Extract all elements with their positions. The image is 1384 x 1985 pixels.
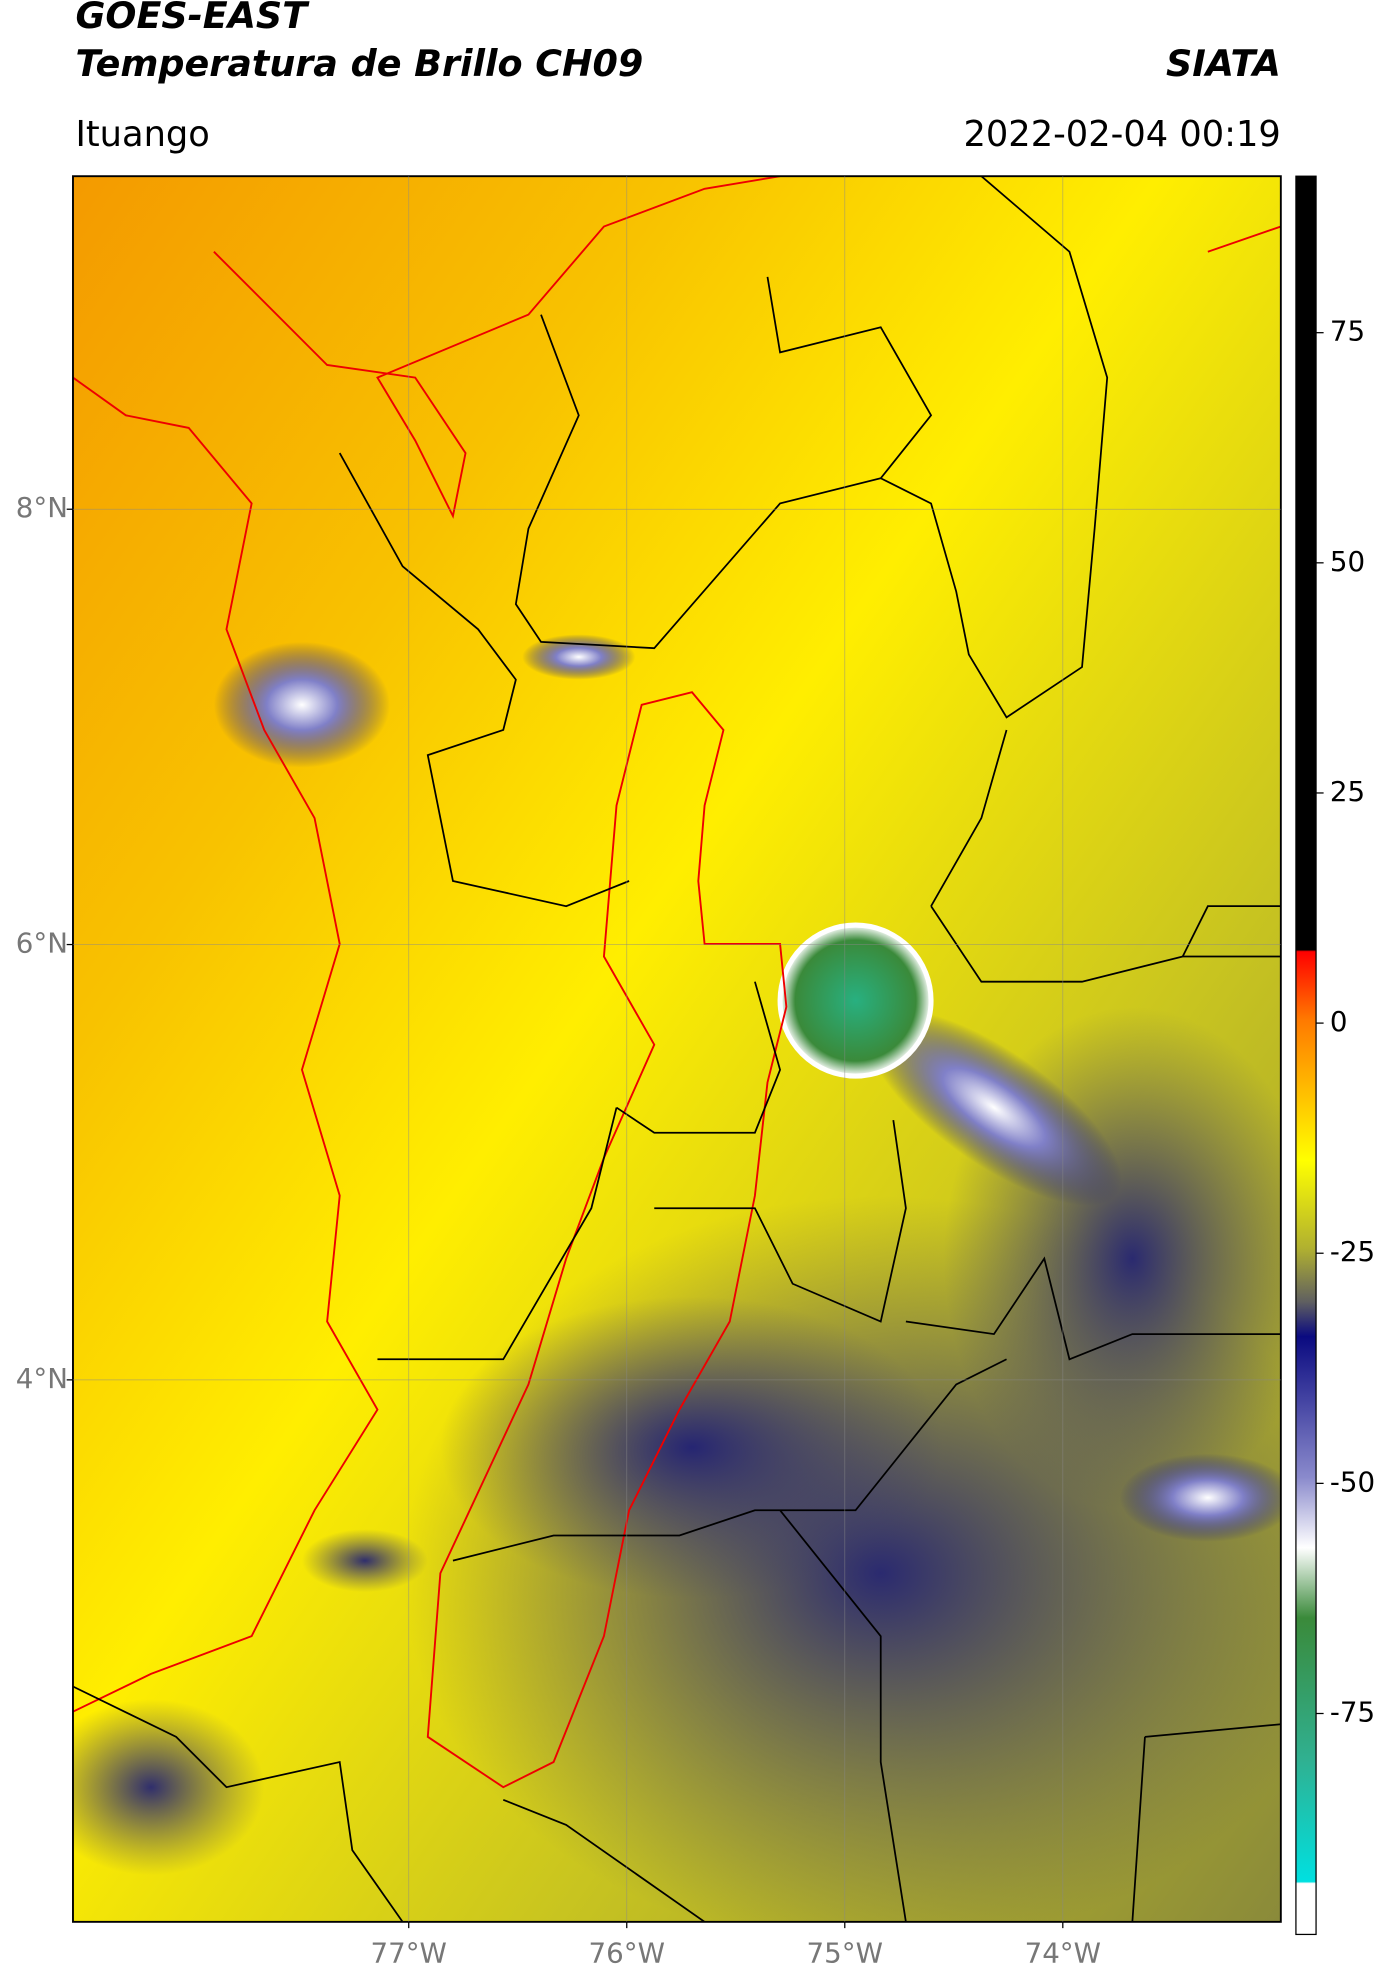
- map-image: [72, 176, 1281, 1922]
- lon-label: 74°W: [1025, 1937, 1101, 1970]
- lat-label: 8°N: [16, 491, 68, 524]
- satellite: GOES-EAST: [75, 0, 310, 37]
- lon-label: 77°W: [371, 1937, 447, 1970]
- colorbar-label: -75: [1330, 1696, 1375, 1729]
- product: Temperatura de Brillo CH09: [75, 42, 643, 85]
- colorbar: [1295, 175, 1317, 1936]
- map-frame: [72, 175, 1282, 1923]
- lat-label: 4°N: [16, 1362, 68, 1395]
- colorbar-label: 0: [1330, 1005, 1348, 1038]
- lat-label: 6°N: [16, 927, 68, 960]
- datetime: 2022-02-04 00:19: [964, 114, 1281, 155]
- source: SIATA: [1166, 42, 1281, 85]
- colorbar-label: 50: [1330, 545, 1365, 578]
- colorbar-label: 25: [1330, 775, 1365, 808]
- colorbar-label: -50: [1330, 1465, 1375, 1498]
- lon-label: 75°W: [807, 1937, 883, 1970]
- lon-label: 76°W: [589, 1937, 665, 1970]
- location: Ituango: [75, 114, 209, 155]
- colorbar-label: 75: [1330, 315, 1365, 348]
- colorbar-label: -25: [1330, 1235, 1375, 1268]
